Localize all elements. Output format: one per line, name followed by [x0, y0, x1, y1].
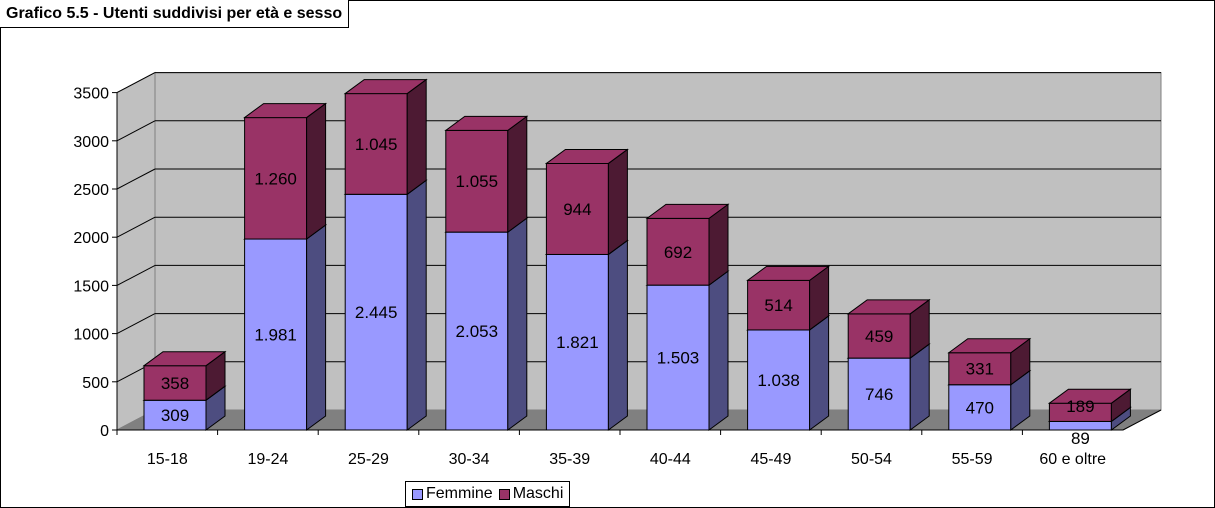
- gridline-side: [116, 168, 156, 190]
- data-label-femmine: 2.445: [355, 303, 398, 322]
- y-tick-label: 1500: [73, 278, 109, 295]
- bar-side-maschi: [406, 78, 427, 196]
- bar-side-maschi: [507, 115, 528, 234]
- legend-item-maschi: Maschi: [498, 485, 564, 503]
- bar-side-maschi: [607, 148, 628, 256]
- legend-swatch-maschi: [498, 488, 510, 500]
- bar-side-femmine: [406, 179, 427, 431]
- data-label-femmine: 1.821: [556, 333, 599, 352]
- x-tick-label: 19-24: [247, 451, 288, 468]
- data-label-maschi: 692: [664, 243, 692, 262]
- bar-top-maschi: [243, 103, 328, 119]
- data-label-maschi: 189: [1066, 397, 1094, 416]
- data-label-femmine: 309: [161, 406, 189, 425]
- x-axis-depth: [1122, 409, 1162, 431]
- bar-top-maschi: [846, 299, 931, 315]
- bar-maschi: [545, 162, 609, 255]
- bar-femmine: [445, 231, 509, 431]
- data-label-femmine: 89: [1071, 429, 1090, 448]
- x-tick-label: 15-18: [147, 451, 188, 468]
- legend-item-femmine: Femmine: [412, 485, 493, 503]
- data-label-maschi: 944: [563, 200, 591, 219]
- bar-maschi: [445, 129, 509, 233]
- data-label-maschi: 1.260: [254, 169, 297, 188]
- data-label-femmine: 1.981: [254, 326, 297, 345]
- data-label-maschi: 514: [764, 296, 792, 315]
- gridline-side: [116, 313, 156, 335]
- bar-top-maschi: [1047, 388, 1132, 404]
- x-tick-label: 40-44: [650, 451, 691, 468]
- x-tick-label: 60 e oltre: [1039, 451, 1106, 468]
- x-tick-label: 30-34: [449, 451, 490, 468]
- data-label-maschi: 358: [161, 374, 189, 393]
- legend: Femmine Maschi: [405, 481, 571, 507]
- bar-femmine: [545, 253, 609, 431]
- gridline-side: [116, 120, 156, 142]
- bar-side-femmine: [708, 270, 729, 431]
- x-tick-label: 50-54: [851, 451, 892, 468]
- chart-title: Grafico 5.5 - Utenti suddivisi per età e…: [0, 0, 350, 28]
- data-label-femmine: 1.503: [657, 349, 700, 368]
- data-label-maschi: 1.055: [456, 172, 499, 191]
- y-tick-label: 2000: [73, 230, 109, 247]
- bar-maschi: [344, 93, 408, 195]
- y-tick-label: 3500: [73, 86, 109, 103]
- bar-maschi: [646, 217, 710, 286]
- gridline-side: [116, 264, 156, 286]
- data-label-femmine: 470: [966, 398, 994, 417]
- x-tick-label: 25-29: [348, 451, 389, 468]
- bar-side-femmine: [607, 239, 628, 431]
- legend-label-maschi: Maschi: [512, 485, 564, 502]
- data-label-femmine: 746: [865, 385, 893, 404]
- legend-swatch-femmine: [412, 488, 423, 500]
- data-label-femmine: 2.053: [456, 322, 499, 341]
- y-tick-label: 2500: [73, 182, 109, 199]
- bar-top-maschi: [746, 265, 831, 281]
- y-tick-label: 500: [82, 375, 109, 392]
- bar-femmine: [948, 384, 1012, 431]
- x-tick-label: 55-59: [952, 451, 993, 468]
- gridline-side: [116, 72, 156, 94]
- data-label-maschi: 331: [966, 360, 994, 379]
- bar-side-femmine: [909, 343, 930, 431]
- bar-side-femmine: [809, 314, 830, 431]
- bar-femmine: [747, 329, 811, 431]
- gridline-side: [116, 216, 156, 238]
- bar-maschi: [244, 117, 308, 240]
- bar-top-maschi: [947, 338, 1032, 354]
- data-label-maschi: 1.045: [355, 135, 398, 154]
- data-label-femmine: 1.038: [757, 371, 800, 390]
- bar-top-maschi: [444, 115, 529, 131]
- bar-side-femmine: [507, 217, 528, 431]
- y-tick-label: 0: [100, 423, 109, 440]
- bar-top-maschi: [343, 79, 428, 95]
- bar-maschi: [747, 279, 811, 331]
- bar-top-maschi: [544, 148, 629, 164]
- legend-label-femmine: Femmine: [426, 485, 493, 502]
- bar-femmine: [847, 357, 911, 431]
- x-tick-label: 45-49: [750, 451, 791, 468]
- bar-top-maschi: [645, 203, 730, 219]
- bar-side-femmine: [306, 224, 327, 431]
- x-tick-label: 35-39: [549, 451, 590, 468]
- bar-femmine: [244, 238, 308, 431]
- bar-top-maschi: [142, 351, 227, 367]
- y-tick-label: 1000: [73, 327, 109, 344]
- bar-side-maschi: [306, 102, 327, 241]
- data-label-maschi: 459: [865, 327, 893, 346]
- bar-maschi: [143, 365, 207, 401]
- y-tick-label: 3000: [73, 134, 109, 151]
